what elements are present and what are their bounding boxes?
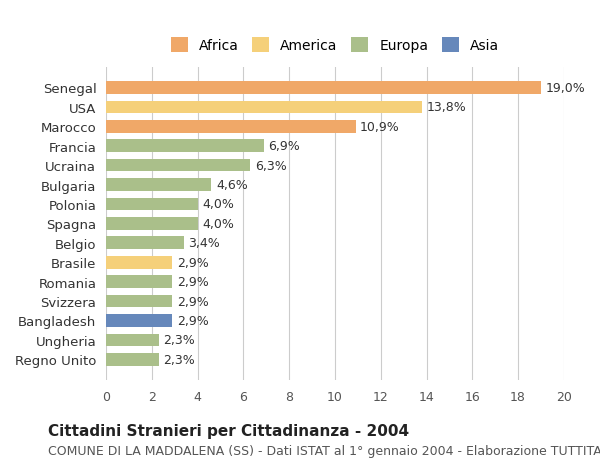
Bar xyxy=(106,314,172,327)
Text: 2,3%: 2,3% xyxy=(163,334,195,347)
Bar xyxy=(106,353,159,366)
Text: 6,9%: 6,9% xyxy=(269,140,301,153)
Text: 2,3%: 2,3% xyxy=(163,353,195,366)
Bar xyxy=(106,198,197,211)
Bar xyxy=(106,276,172,288)
Bar xyxy=(106,218,197,230)
Text: 6,3%: 6,3% xyxy=(255,159,287,172)
Bar xyxy=(106,257,172,269)
Bar xyxy=(106,121,356,133)
Text: 4,0%: 4,0% xyxy=(202,218,234,230)
Text: 2,9%: 2,9% xyxy=(177,295,209,308)
Text: COMUNE DI LA MADDALENA (SS) - Dati ISTAT al 1° gennaio 2004 - Elaborazione TUTTI: COMUNE DI LA MADDALENA (SS) - Dati ISTAT… xyxy=(48,444,600,457)
Bar xyxy=(106,82,541,95)
Text: 10,9%: 10,9% xyxy=(360,121,400,134)
Bar xyxy=(106,159,250,172)
Text: 13,8%: 13,8% xyxy=(427,101,466,114)
Bar xyxy=(106,179,211,191)
Text: 19,0%: 19,0% xyxy=(545,82,585,95)
Bar xyxy=(106,295,172,308)
Text: 4,6%: 4,6% xyxy=(216,179,248,191)
Text: 2,9%: 2,9% xyxy=(177,314,209,327)
Text: 2,9%: 2,9% xyxy=(177,256,209,269)
Bar xyxy=(106,140,264,153)
Bar xyxy=(106,237,184,250)
Text: 3,4%: 3,4% xyxy=(188,237,220,250)
Bar xyxy=(106,101,422,114)
Legend: Africa, America, Europa, Asia: Africa, America, Europa, Asia xyxy=(167,34,503,57)
Text: Cittadini Stranieri per Cittadinanza - 2004: Cittadini Stranieri per Cittadinanza - 2… xyxy=(48,423,409,438)
Text: 2,9%: 2,9% xyxy=(177,275,209,289)
Bar xyxy=(106,334,159,347)
Text: 4,0%: 4,0% xyxy=(202,198,234,211)
